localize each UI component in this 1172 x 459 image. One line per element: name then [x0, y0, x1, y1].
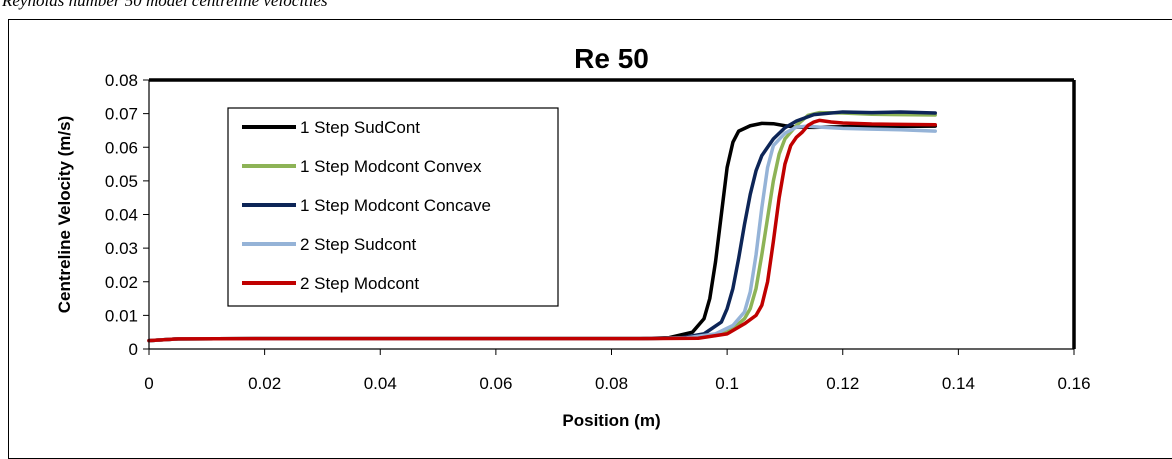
legend-label-3: 1 Step Modcont Concave [300, 196, 491, 215]
y-tick-label: 0.04 [105, 206, 138, 225]
y-axis-title: Centreline Velocity (m/s) [55, 116, 74, 313]
x-tick-label: 0.16 [1057, 374, 1090, 393]
y-tick-label: 0 [129, 340, 138, 359]
axes-layer: 0 0.01 0.02 0.03 0.04 0.05 0.06 0.07 0.08 0 0.02 0.… [105, 71, 1091, 393]
x-tick-label: 0.08 [595, 374, 628, 393]
y-tick-label: 0.06 [105, 138, 138, 157]
x-tick-label: 0.06 [479, 374, 512, 393]
y-tick-label: 0.07 [105, 105, 138, 124]
legend-label-2: 1 Step Modcont Convex [300, 157, 482, 176]
x-tick-label: 0.04 [364, 374, 397, 393]
series-layer [147, 110, 937, 343]
legend-label-5: 2 Step Modcont [300, 274, 419, 293]
x-tick-label: 0.14 [942, 374, 975, 393]
x-axis-title: Position (m) [562, 411, 660, 430]
legend: 1 Step SudCont 1 Step Modcont Convex 1 Ste… [227, 107, 559, 307]
legend-label-4: 2 Step Sudcont [300, 235, 417, 254]
y-tick-label: 0.03 [105, 239, 138, 258]
y-tick-label: 0.01 [105, 306, 138, 325]
y-tick-label: 0.08 [105, 71, 138, 90]
x-tick-label: 0.1 [715, 374, 739, 393]
chart-title: Re 50 [574, 43, 649, 74]
x-tick-label: 0.02 [248, 374, 281, 393]
y-tick-label: 0.05 [105, 172, 138, 191]
header-text: Reynolds number 50 model centreline velo… [2, 0, 328, 10]
legend-label-1: 1 Step SudCont [300, 118, 420, 137]
series-line-5 [147, 118, 937, 343]
line-chart: Re 50 00.010.020.030.040.050.060.070.080… [55, 43, 1091, 430]
x-tick-label: 0 [144, 374, 153, 393]
y-tick-label: 0.02 [105, 273, 138, 292]
x-tick-label: 0.12 [826, 374, 859, 393]
